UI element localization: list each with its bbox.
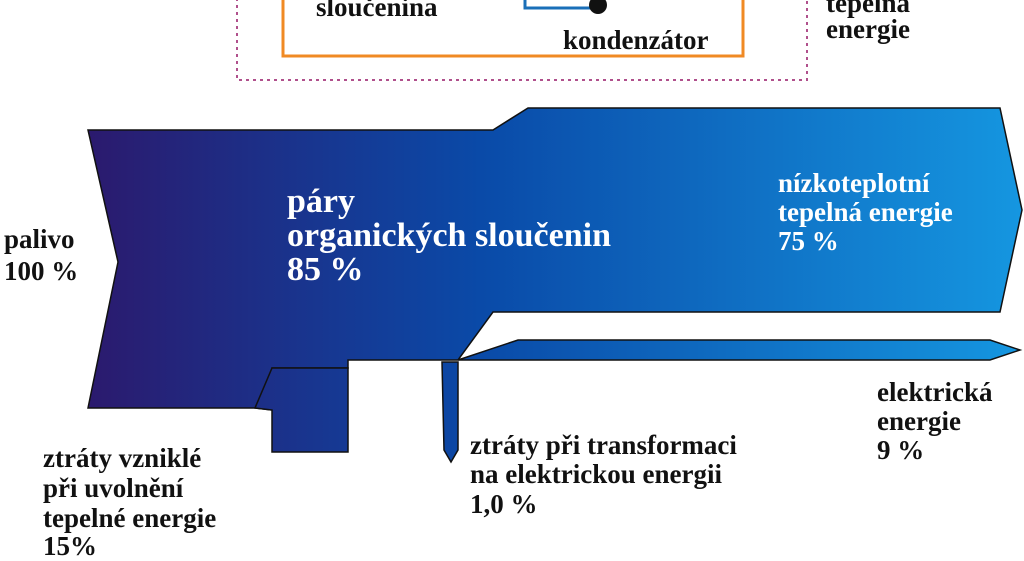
heat-loss-label-line1: ztráty vzniklé (43, 443, 202, 473)
compound-label: sloučenina (316, 0, 438, 22)
vapors-label-line2: organických sloučenin (287, 217, 611, 254)
transform-loss-percent: 1,0 % (470, 489, 538, 519)
electric-flow (457, 339, 1023, 361)
main-flow (87, 107, 1023, 411)
heat-output-label-line1: tepelná (826, 0, 910, 18)
lowtemp-label-line2: tepelná energie (778, 197, 953, 227)
dotted-frame (236, 0, 808, 81)
vapors-label-line1: páry (287, 183, 355, 220)
condenser-pipe (523, 0, 600, 10)
electric-label-line1: elektrická (877, 377, 993, 407)
heat-output-label-line2: energie (826, 14, 910, 44)
lowtemp-label-line1: nízkoteplotní (778, 168, 930, 198)
heat-loss-branch (253, 367, 349, 453)
process-box (281, 0, 745, 58)
fuel-label: palivo (4, 224, 75, 254)
electric-label-line2: energie (877, 406, 961, 436)
heat-loss-label-line2: při uvolnění (43, 473, 184, 503)
condenser-node (589, 0, 607, 14)
vapors-percent: 85 % (287, 251, 364, 288)
electric-percent: 9 % (877, 435, 925, 465)
heat-loss-label-line3: tepelné energie (43, 503, 217, 533)
fuel-percent: 100 % (4, 256, 79, 286)
heat-loss-percent: 15% (43, 531, 97, 561)
transform-loss-label-line2: na elektrickou energii (470, 459, 722, 489)
lowtemp-percent: 75 % (778, 226, 839, 256)
transform-loss-branch (441, 361, 459, 464)
transform-loss-label-line1: ztráty při transformaci (470, 430, 737, 460)
condenser-label: kondenzátor (563, 25, 709, 55)
